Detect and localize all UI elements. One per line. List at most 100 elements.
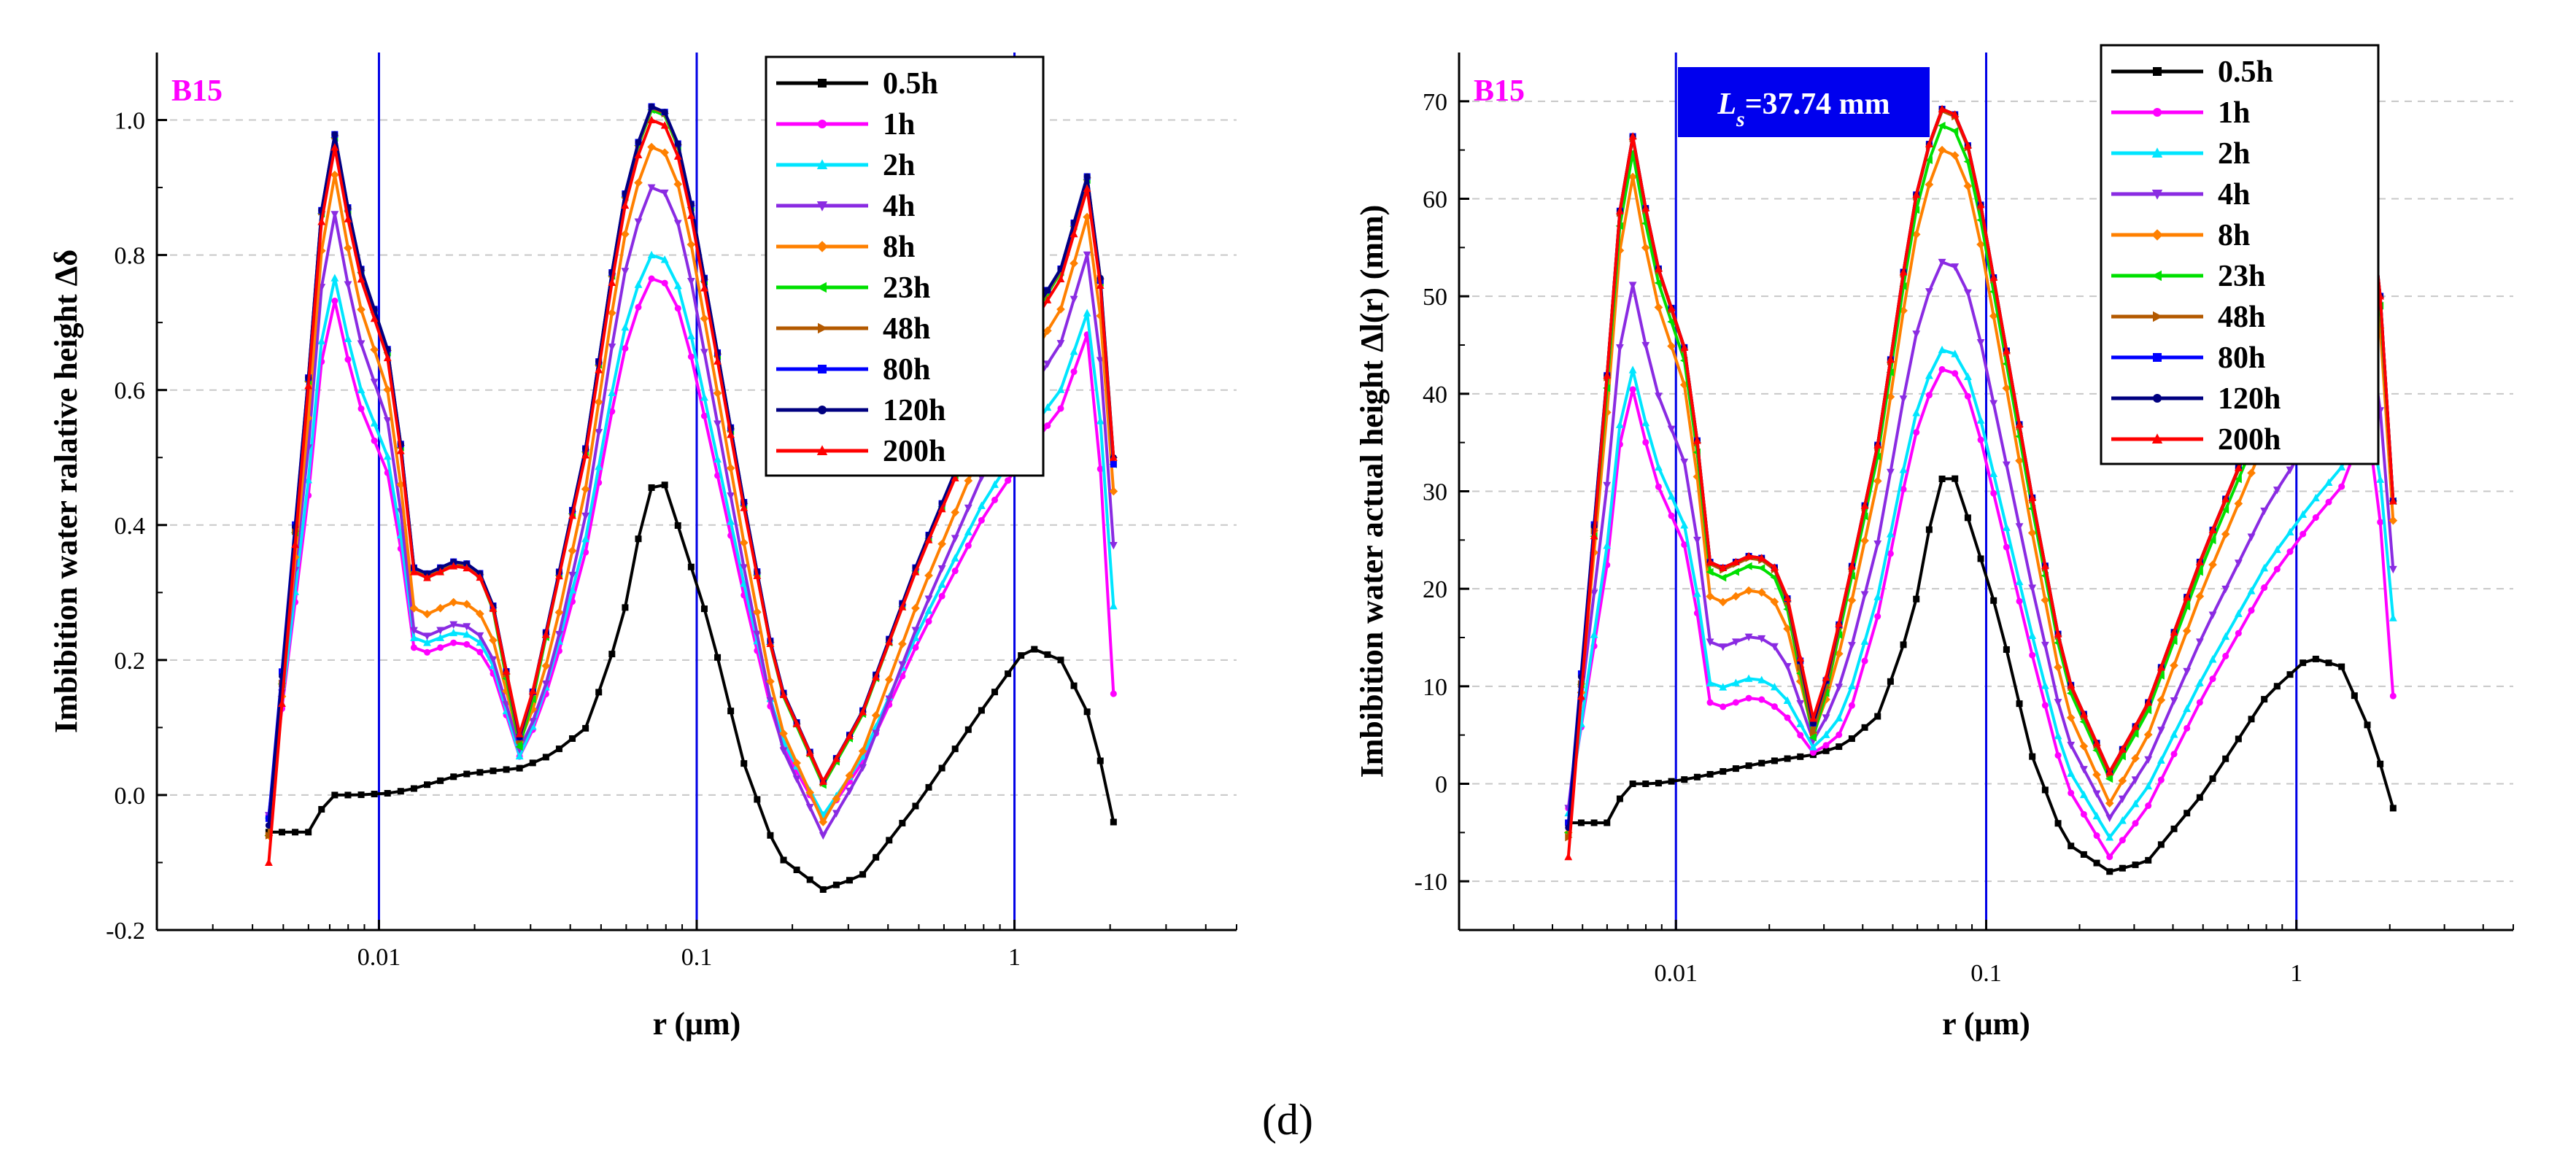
marker-200h-47 [885, 638, 894, 646]
marker-0.5h-15 [1758, 759, 1765, 767]
marker-1h-38 [2054, 752, 2062, 759]
marker-2h-43 [2118, 816, 2127, 824]
marker-1h-64 [2389, 692, 2397, 700]
marker-8h-35 [726, 463, 735, 473]
marker-200h-9 [383, 353, 392, 362]
marker-0.5h-14 [1745, 762, 1752, 770]
marker-4h-64 [2389, 565, 2397, 574]
marker-4h-49 [911, 627, 920, 635]
marker-8h-11 [409, 603, 419, 613]
marker-8h-29 [647, 142, 656, 152]
marker-200h-28 [634, 150, 643, 158]
marker-1h-48 [2184, 724, 2191, 732]
marker-1h-59 [1044, 422, 1051, 429]
marker-1h-54 [978, 516, 985, 524]
marker-200h-26 [1899, 268, 1908, 276]
marker-1h-60 [1057, 405, 1064, 412]
marker-200h-39 [2067, 681, 2076, 689]
marker-1h-56 [1005, 477, 1012, 484]
marker-1h-30 [1952, 370, 1959, 377]
marker-4h-17 [1783, 662, 1792, 671]
marker-1h-8 [1668, 512, 1675, 519]
x-axis-title: r (μm) [653, 1006, 741, 1042]
marker-200h-7 [357, 275, 365, 283]
marker-0.5h-43 [832, 881, 840, 888]
marker-4h-23 [1860, 591, 1869, 599]
marker-8h-15 [1757, 588, 1766, 597]
marker-8h-60 [1056, 305, 1065, 314]
marker-2h-48 [2183, 704, 2192, 713]
marker-0.5h-54 [2261, 696, 2268, 703]
marker-1h-17 [1784, 714, 1791, 721]
marker-0.5h-60 [1057, 656, 1064, 664]
marker-200h-44 [846, 732, 854, 740]
marker-2h-28 [634, 280, 643, 288]
marker-0.5h-46 [873, 853, 880, 861]
marker-8h-29 [1938, 145, 1946, 155]
marker-200h-48 [2183, 592, 2192, 601]
legend-marker-23h [2151, 270, 2162, 282]
marker-2h-11 [410, 633, 418, 641]
marker-1h-51 [2222, 652, 2229, 659]
marker-200h-49 [911, 568, 920, 576]
marker-0.5h-21 [1836, 743, 1843, 751]
marker-0.5h-18 [503, 766, 510, 773]
marker-8h-37 [752, 608, 762, 616]
marker-200h-2 [291, 540, 299, 549]
marker-4h-48 [898, 661, 907, 669]
marker-2h-33 [700, 392, 708, 401]
legend-marker-23h [816, 282, 827, 293]
marker-8h-23 [568, 546, 577, 555]
y-tick-label-0: -0.2 [106, 918, 145, 945]
marker-200h-1 [1577, 692, 1585, 700]
marker-4h-52 [2234, 559, 2243, 568]
marker-0.5h-38 [767, 832, 774, 839]
marker-0.5h-64 [1110, 818, 1117, 826]
annotation-text: Ls=37.74 mm [1717, 88, 1890, 131]
marker-200h-46 [872, 673, 881, 681]
marker-4h-27 [621, 268, 630, 276]
marker-2h-27 [621, 322, 630, 331]
legend-label-8h: 8h [883, 231, 915, 264]
legend-marker-4h [816, 201, 828, 212]
marker-8h-33 [700, 314, 709, 323]
marker-200h-51 [937, 504, 946, 513]
marker-200h-23 [568, 511, 576, 519]
marker-1h-61 [1070, 368, 1078, 376]
marker-1h-6 [1642, 438, 1649, 446]
marker-0.5h-55 [991, 689, 999, 696]
y-tick-label-6: 1.0 [115, 108, 146, 135]
marker-4h-45 [859, 764, 867, 772]
marker-200h-37 [753, 571, 762, 579]
marker-0.5h-62 [1083, 708, 1091, 716]
marker-4h-20 [1822, 714, 1830, 722]
marker-4h-7 [1655, 392, 1663, 400]
marker-4h-22 [555, 631, 563, 639]
marker-0.5h-20 [529, 759, 536, 767]
marker-2h-58 [2311, 493, 2320, 502]
marker-23h-48 [2182, 603, 2191, 611]
marker-1h-32 [1977, 436, 1984, 444]
marker-0.5h-16 [1771, 757, 1778, 764]
marker-2h-63 [1096, 417, 1105, 425]
marker-4h-40 [792, 775, 801, 783]
marker-4h-21 [1835, 683, 1844, 692]
legend-label-200h: 200h [883, 435, 945, 468]
marker-4h-15 [1757, 635, 1766, 643]
marker-4h-5 [330, 211, 339, 219]
marker-4h-8 [1667, 425, 1676, 433]
legend-label-23h: 23h [2218, 260, 2265, 293]
marker-4h-31 [1963, 289, 1972, 298]
marker-23h-51 [2221, 506, 2229, 514]
marker-2h-46 [2157, 756, 2165, 764]
marker-1h-18 [1797, 732, 1804, 739]
marker-0.5h-20 [1822, 747, 1830, 754]
marker-1h-50 [925, 618, 932, 625]
marker-120h-30 [661, 109, 668, 116]
marker-0.5h-21 [542, 754, 549, 761]
marker-200h-25 [595, 365, 603, 373]
marker-8h-50 [2208, 560, 2217, 570]
marker-0.5h-30 [1952, 475, 1959, 482]
marker-8h-16 [476, 609, 484, 619]
